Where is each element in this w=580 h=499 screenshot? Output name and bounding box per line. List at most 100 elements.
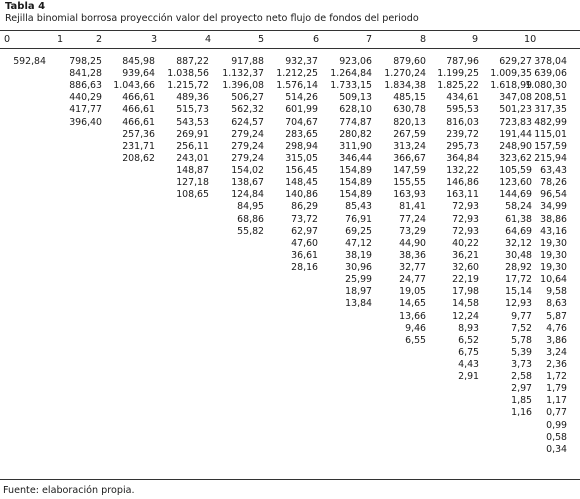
table-cell: 283,65: [285, 128, 318, 140]
table-cell: 105,59: [499, 165, 532, 177]
table-cell: 96,54: [540, 189, 567, 201]
table-cell: 489,36: [176, 92, 209, 104]
table-cell: 12,24: [452, 310, 479, 322]
table-cell: 215,94: [534, 152, 567, 164]
table-cell: 38,36: [399, 249, 426, 261]
table-cell: 7,52: [511, 322, 532, 334]
table-cell: 73,29: [399, 225, 426, 237]
table-cell: 124,84: [231, 189, 264, 201]
table-cell: 0,34: [546, 443, 567, 455]
table-cell: 239,72: [446, 128, 479, 140]
table-cell: 939,64: [122, 68, 155, 80]
table-cell: 886,63: [69, 80, 102, 92]
table-cell: 55,82: [237, 225, 264, 237]
table-cell: 72,93: [452, 213, 479, 225]
table-cell: 0,58: [546, 431, 567, 443]
table-cell: 1,85: [511, 395, 532, 407]
table-cell: 629,27: [499, 56, 532, 67]
table-cell: 58,24: [505, 201, 532, 213]
table-cell: 4,43: [458, 359, 479, 370]
table-cell: 932,37: [285, 56, 318, 67]
table-cell: 17,98: [452, 286, 479, 298]
column-header: 2: [96, 34, 103, 45]
table-cell: 298,94: [285, 140, 318, 152]
table-cell: 841,28: [69, 68, 102, 80]
table-cell: 466,61: [122, 116, 155, 128]
table-cell: 417,77: [69, 104, 102, 116]
table-cell: 36,61: [291, 249, 318, 261]
table-cell: 28,16: [291, 262, 318, 274]
table-cell: 68,86: [237, 213, 264, 225]
top-rule: [0, 30, 580, 31]
table-cell: 156,45: [285, 165, 318, 177]
table-cell: 798,25: [69, 56, 102, 67]
table-cell: 248,90: [499, 140, 532, 152]
table-cell: 315,05: [285, 152, 318, 164]
table-cell: 144,69: [499, 189, 532, 201]
table-cell: 64,69: [505, 225, 532, 237]
table-cell: 13,84: [345, 298, 372, 310]
table-cell: 628,10: [339, 104, 372, 116]
table-cell: 81,41: [399, 201, 426, 213]
column-header: 9: [472, 34, 479, 45]
table-cell: 147,59: [393, 165, 426, 177]
table-cell: 816,03: [446, 116, 479, 128]
column-header: 5: [258, 34, 265, 45]
column-header: 0: [4, 34, 11, 45]
table-cell: 155,55: [393, 177, 426, 189]
table-cell: 208,51: [534, 92, 567, 104]
table-cell: 148,45: [285, 177, 318, 189]
table-cell: 78,26: [540, 177, 567, 189]
table-cell: 47,12: [345, 237, 372, 249]
table-cell: 61,38: [505, 213, 532, 225]
table-cell: 6,55: [405, 334, 426, 346]
table-cell: 208,62: [122, 152, 155, 164]
table-cell: 69,25: [345, 225, 372, 237]
table-cell: 132,22: [446, 165, 479, 177]
table-cell: 723,83: [499, 116, 532, 128]
table-cell: 323,62: [499, 152, 532, 164]
table-cell: 32,60: [452, 262, 479, 274]
table-source: Fuente: elaboración propia.: [3, 485, 135, 496]
column-header: 10: [524, 34, 537, 45]
table-cell: 917,88: [231, 56, 264, 67]
table-cell: 501,23: [499, 104, 532, 116]
table-cell: 1.080,30: [525, 80, 567, 92]
table-cell: 1.043,66: [113, 80, 155, 92]
table-cell: 30,96: [345, 262, 372, 274]
table-caption: Rejilla binomial borrosa proyección valo…: [5, 13, 419, 24]
table-cell: 9,77: [511, 310, 532, 322]
table-cell: 28,92: [505, 262, 532, 274]
table-cell: 3,73: [511, 359, 532, 370]
table-cell: 13,66: [399, 310, 426, 322]
table-cell: 440,29: [69, 92, 102, 104]
table-cell: 639,06: [534, 68, 567, 80]
table-cell: 279,24: [231, 152, 264, 164]
table-cell: 84,95: [237, 201, 264, 213]
table-cell: 774,87: [339, 116, 372, 128]
table-cell: 10,64: [540, 274, 567, 286]
table-cell: 14,58: [452, 298, 479, 310]
table-cell: 9,46: [405, 322, 426, 334]
table-cell: 1.038,56: [167, 68, 209, 80]
table-cell: 466,61: [122, 104, 155, 116]
table-cell: 630,78: [393, 104, 426, 116]
column-header: 3: [151, 34, 158, 45]
table-cell: 1,17: [546, 395, 567, 407]
table-cell: 1.618,99: [490, 80, 532, 92]
table-cell: 3,86: [546, 334, 567, 346]
table-cell: 347,08: [499, 92, 532, 104]
table-cell: 36,21: [452, 249, 479, 261]
table-cell: 923,06: [339, 56, 372, 67]
table-cell: 1.009,35: [490, 68, 532, 80]
table-cell: 311,90: [339, 140, 372, 152]
table-cell: 269,91: [176, 128, 209, 140]
header-rule: [0, 48, 580, 49]
table-cell: 14,65: [399, 298, 426, 310]
table-cell: 1.834,38: [384, 80, 426, 92]
table-cell: 154,89: [339, 165, 372, 177]
column-header: 6: [313, 34, 320, 45]
table-cell: 845,98: [122, 56, 155, 67]
table-cell: 231,71: [122, 140, 155, 152]
table-cell: 32,77: [399, 262, 426, 274]
